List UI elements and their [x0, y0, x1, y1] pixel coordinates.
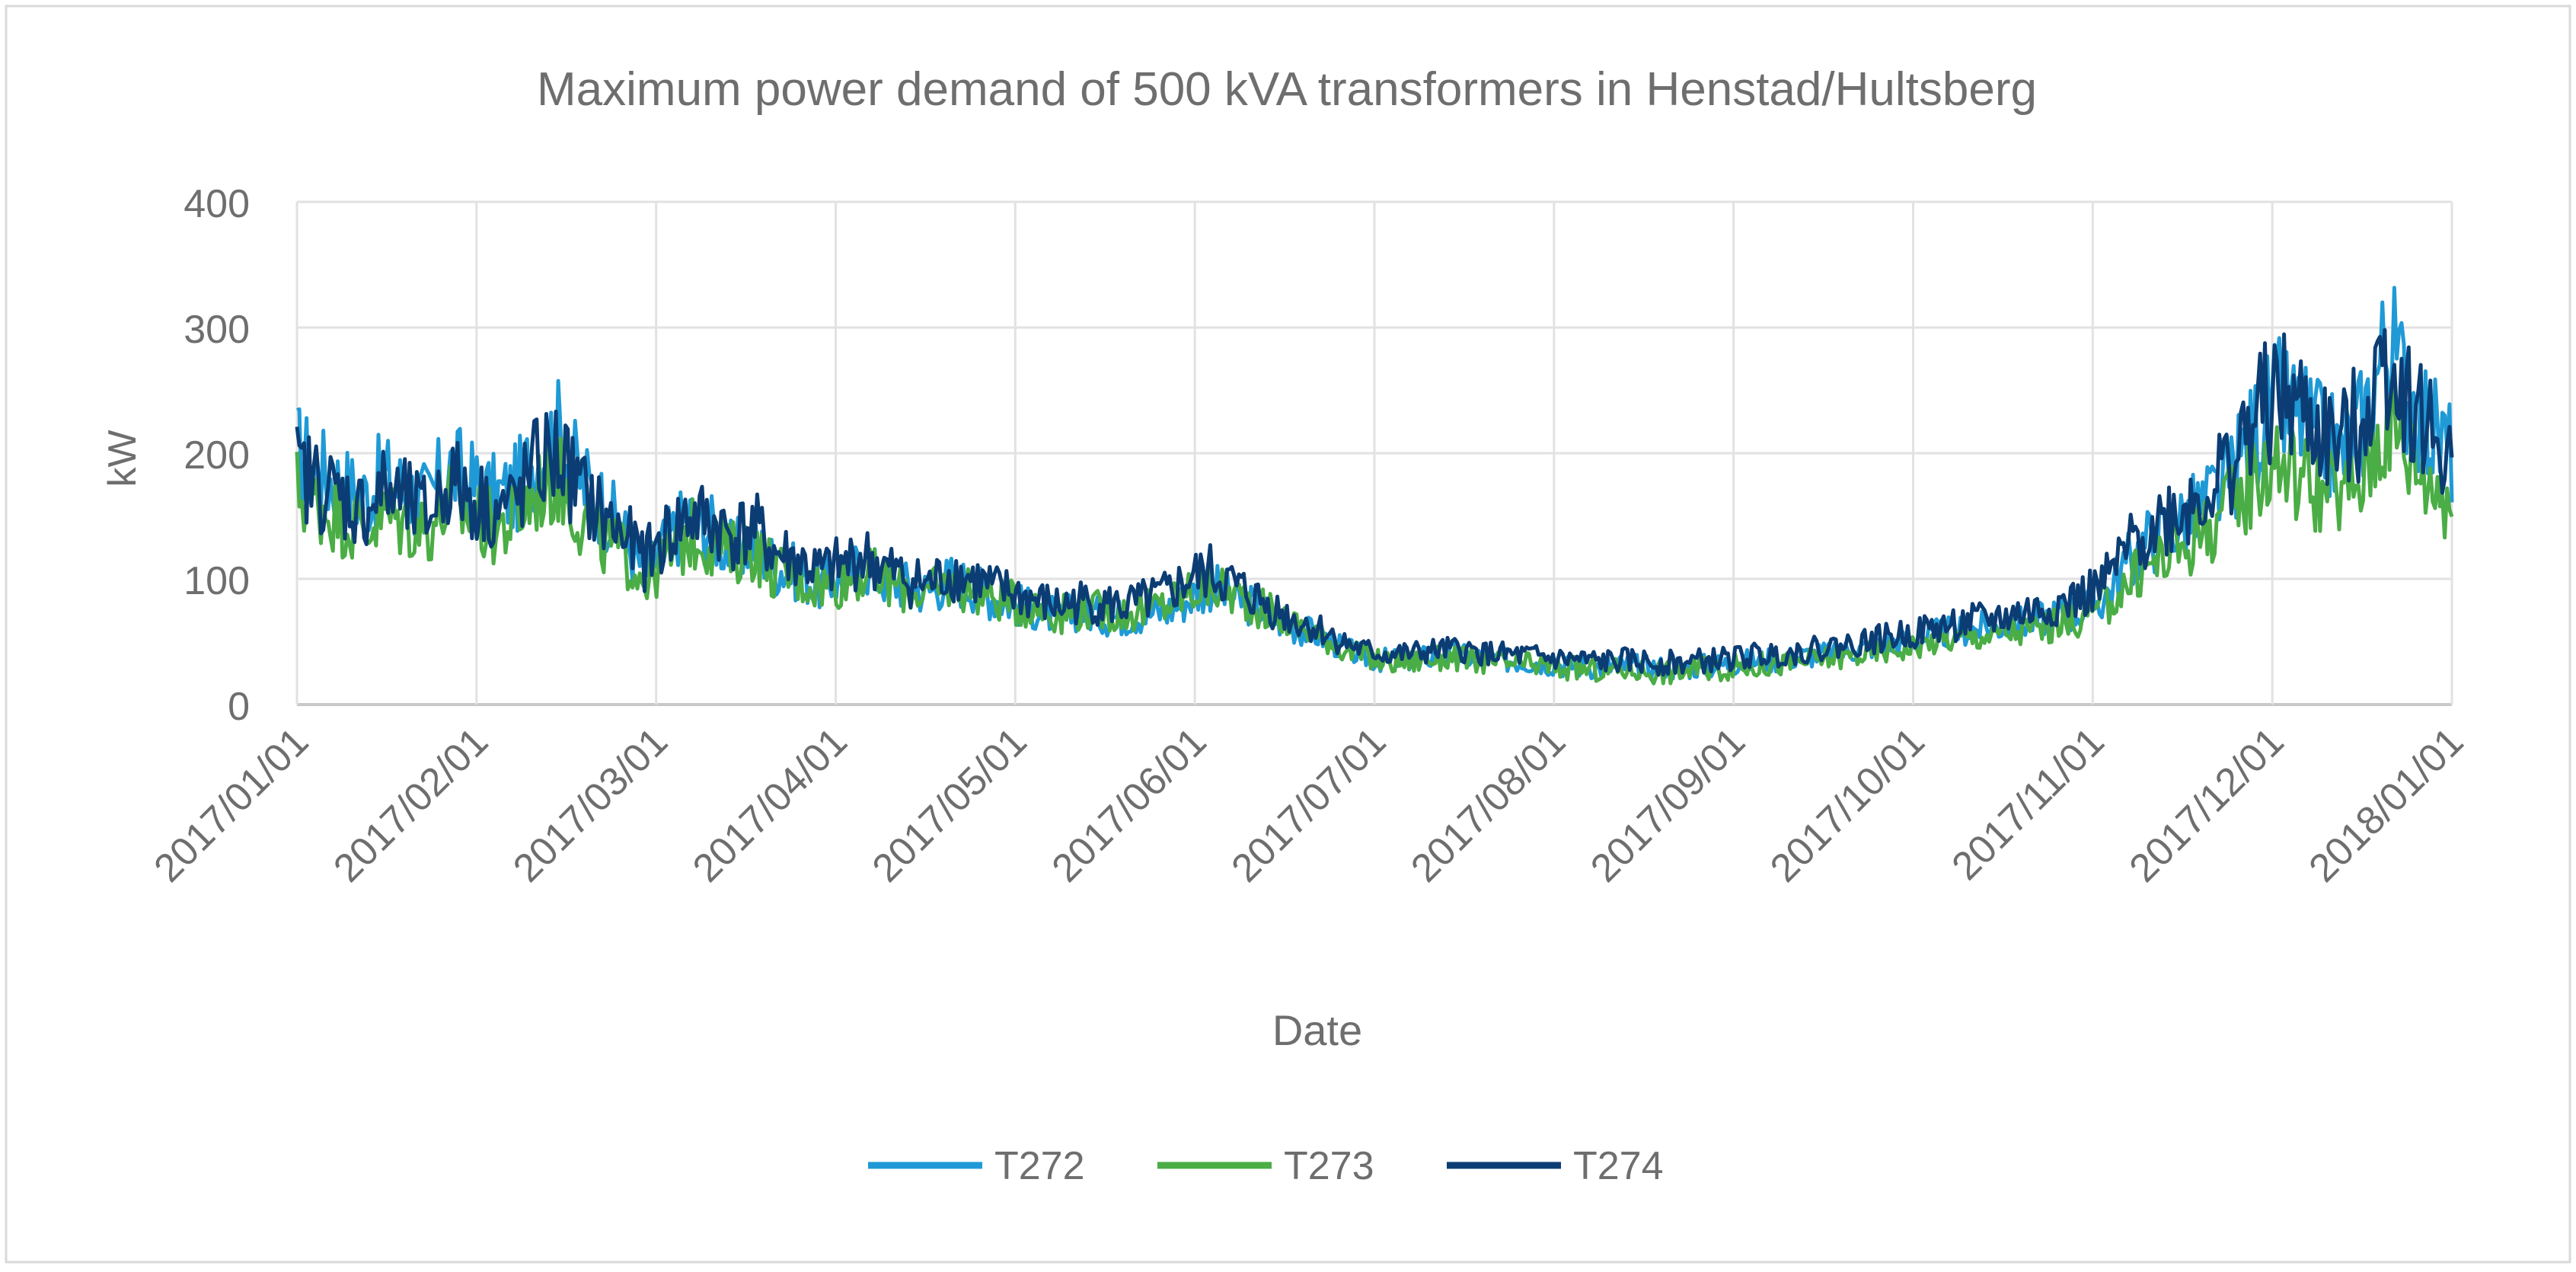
- y-axis-label: kW: [101, 430, 145, 487]
- legend-label-t274: T274: [1573, 1144, 1664, 1188]
- legend-label-t273: T273: [1284, 1144, 1374, 1188]
- chart-title: Maximum power demand of 500 kVA transfor…: [537, 63, 2037, 116]
- y-tick-label: 400: [184, 182, 250, 226]
- legend-label-t272: T272: [994, 1144, 1085, 1188]
- y-tick-label: 100: [184, 559, 250, 603]
- legend: T272 T273 T274: [868, 1144, 1664, 1188]
- x-axis-label: Date: [1272, 1006, 1362, 1054]
- y-tick-label: 0: [228, 685, 250, 729]
- series-line-t274: [295, 328, 2454, 677]
- y-tick-label: 300: [184, 308, 250, 352]
- series-layer: [295, 286, 2454, 686]
- y-tick-label: 200: [184, 433, 250, 478]
